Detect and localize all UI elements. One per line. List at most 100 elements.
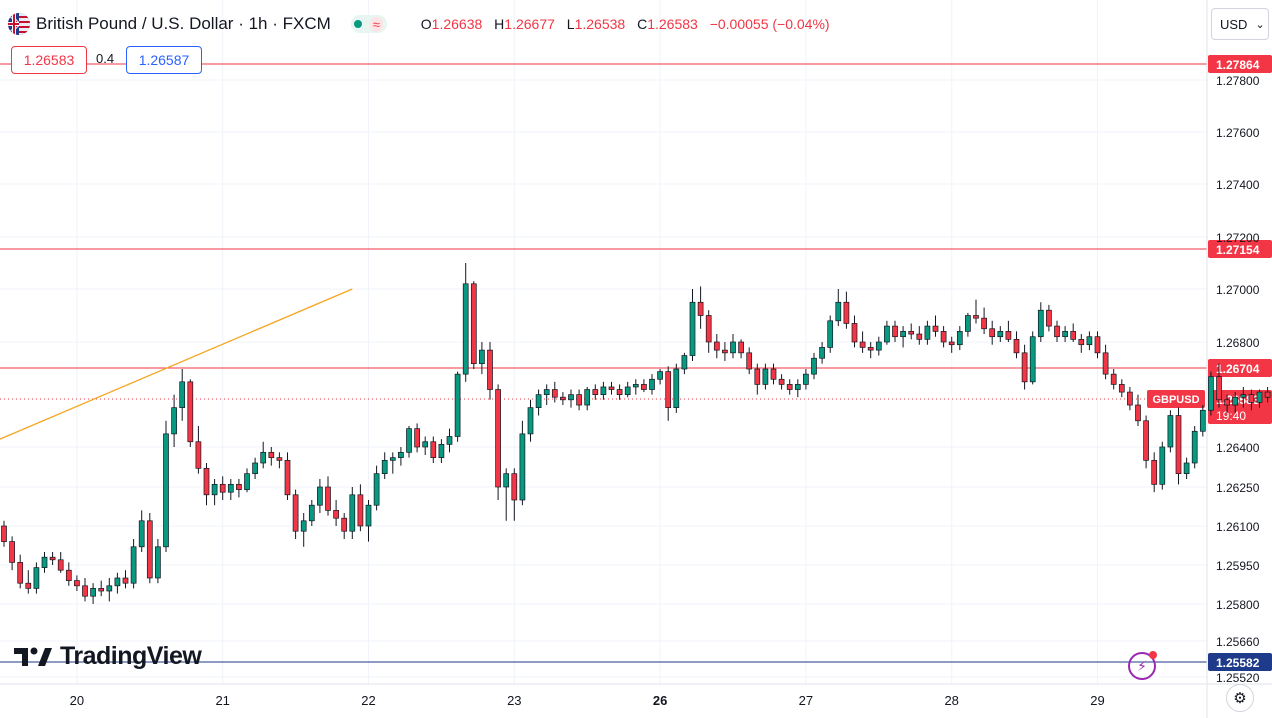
market-status-icon[interactable]: ≈ <box>350 15 387 33</box>
candle-body <box>908 331 915 335</box>
candle-body <box>827 320 834 348</box>
candle <box>236 479 242 498</box>
price-tick-label: 1.26100 <box>1216 520 1260 534</box>
candle <box>1240 386 1247 408</box>
candle-body <box>762 368 769 385</box>
candle-body <box>1110 373 1117 385</box>
candle <box>1078 334 1085 353</box>
candle <box>519 420 526 506</box>
price-tick-label: 1.26250 <box>1216 481 1260 495</box>
candle <box>33 562 40 594</box>
time-tick-label: 22 <box>361 693 375 708</box>
candle-body <box>722 349 728 354</box>
candle-body <box>616 389 623 395</box>
candle-body <box>260 451 267 464</box>
candle-body <box>1078 339 1085 346</box>
candle <box>211 479 218 506</box>
candle-body <box>705 315 712 343</box>
candle <box>308 500 315 526</box>
sell-button[interactable]: 1.26583 <box>11 46 87 74</box>
candle-body <box>875 341 882 351</box>
candle-body <box>746 352 753 370</box>
candle-body <box>292 494 299 532</box>
candle <box>454 371 461 442</box>
candle <box>1264 386 1271 403</box>
candle <box>786 379 793 395</box>
candle <box>794 379 801 398</box>
candle <box>389 452 396 474</box>
candle <box>527 399 534 442</box>
symbol-title[interactable]: British Pound / U.S. Dollar · 1h · FXCM <box>36 14 331 33</box>
candle <box>438 439 445 463</box>
candle-body <box>1037 309 1044 338</box>
candle-body <box>689 301 696 356</box>
candle-body <box>308 504 315 522</box>
candle-body <box>1021 352 1028 383</box>
candles-layer <box>1 263 1271 604</box>
candle-body <box>519 433 526 501</box>
candle <box>1021 344 1028 390</box>
candle-body <box>600 386 607 395</box>
candle-body <box>543 389 550 395</box>
candle <box>1232 392 1239 413</box>
candle-body <box>82 585 88 597</box>
candle <box>600 381 607 400</box>
candle-body <box>276 457 283 461</box>
candle-body <box>317 486 323 506</box>
candle <box>268 447 275 466</box>
candle-body <box>624 386 631 395</box>
grid-lines <box>0 0 1207 684</box>
candle-body <box>851 323 858 343</box>
settings-gear-icon[interactable]: ⚙ <box>1226 684 1254 712</box>
candle-body <box>1175 415 1182 475</box>
candle-body <box>446 436 453 445</box>
candle-body <box>422 441 429 448</box>
currency-button[interactable]: USD ⌄ <box>1211 8 1269 40</box>
price-tick-label: 1.26800 <box>1216 336 1260 350</box>
candle <box>641 379 647 393</box>
candle-body <box>203 467 210 496</box>
candle-body <box>211 483 218 496</box>
candle-body <box>1208 376 1214 411</box>
price-axis: 1.27800 1.27600 1.27400 1.27200 1.27000 1.268… <box>1206 0 1260 718</box>
candle-body <box>325 486 331 511</box>
candle <box>551 381 558 403</box>
candle <box>770 363 777 385</box>
candle-body <box>948 341 955 346</box>
candle <box>1256 389 1263 408</box>
buy-button[interactable]: 1.26587 <box>126 46 202 74</box>
candle-body <box>697 301 704 316</box>
candle <box>333 500 339 526</box>
candle <box>859 331 866 353</box>
candle-body <box>786 384 793 390</box>
time-tick-label: 21 <box>215 693 229 708</box>
candle <box>114 572 121 594</box>
candle-body <box>940 331 947 343</box>
candle-body <box>1046 309 1052 327</box>
candle-body <box>155 546 161 579</box>
candle-body <box>932 325 939 332</box>
candle-body <box>98 588 105 592</box>
candle-body <box>1232 396 1239 406</box>
candle-body <box>65 569 72 581</box>
candle <box>738 339 744 359</box>
candle-body <box>535 394 542 409</box>
notification-dot-icon <box>1149 651 1157 659</box>
candle-body <box>1248 394 1255 403</box>
alert-lightning-icon[interactable]: ⚡ <box>1128 651 1157 680</box>
candle-body <box>1264 391 1271 398</box>
candle-body <box>1 525 7 542</box>
candle-body <box>1102 352 1109 375</box>
time-tick-label: 20 <box>70 693 84 708</box>
candle <box>187 379 194 447</box>
candle <box>479 342 485 375</box>
candle-body <box>406 428 412 453</box>
tradingview-logo: TradingView <box>14 642 202 671</box>
ohlc-high-value: 1.26677 <box>504 16 555 32</box>
candle-body <box>778 378 785 385</box>
candle <box>778 374 785 390</box>
candle-body <box>673 368 680 409</box>
candle-body <box>1240 394 1247 398</box>
